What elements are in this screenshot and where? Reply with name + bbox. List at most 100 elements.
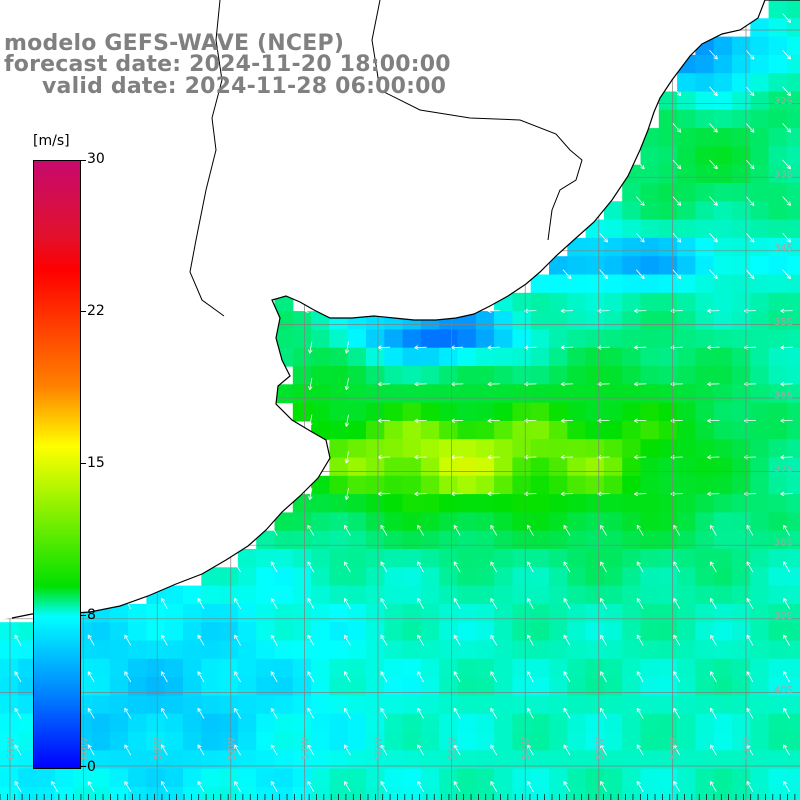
wind-speed-cell <box>274 658 294 678</box>
wind-speed-cell <box>512 677 532 696</box>
wind-speed-cell <box>512 311 532 330</box>
wind-speed-cell <box>530 347 550 367</box>
wind-arrow <box>782 123 791 133</box>
wind-speed-cell <box>457 439 477 459</box>
wind-speed-cell <box>366 329 385 349</box>
wind-speed-cell <box>366 603 385 623</box>
wind-arrow <box>380 561 388 573</box>
wind-arrow <box>673 634 681 646</box>
wind-speed-cell <box>366 750 385 770</box>
wind-speed-cell <box>457 786 477 800</box>
wind-speed-cell <box>402 786 422 800</box>
wind-speed-cell <box>677 128 696 147</box>
wind-speed-cell <box>768 201 788 221</box>
wind-arrow <box>597 381 610 387</box>
wind-arrow <box>308 414 313 427</box>
wind-speed-cell <box>512 658 532 678</box>
wind-arrow <box>600 744 607 756</box>
wind-speed-cell <box>329 530 349 550</box>
wind-arrow <box>377 491 391 497</box>
wind-speed-cell <box>585 768 605 788</box>
wind-speed-cell <box>603 585 623 605</box>
wind-speed-cell <box>786 384 800 404</box>
wind-speed-cell <box>347 750 367 770</box>
wind-speed-cell <box>695 567 715 587</box>
wind-arrow <box>746 744 754 756</box>
wind-arrow <box>600 707 607 719</box>
wind-speed-cell <box>54 768 74 788</box>
wind-speed-cell <box>585 292 605 312</box>
wind-speed-cell <box>677 91 696 111</box>
wind-arrow <box>344 451 350 464</box>
wind-speed-cell <box>439 439 459 459</box>
wind-speed-cell <box>640 201 660 221</box>
wind-speed-cell <box>622 420 642 440</box>
wind-arrow <box>308 378 313 391</box>
wind-speed-cell <box>750 585 770 605</box>
wind-speed-cell <box>640 549 660 568</box>
wind-speed-cell <box>585 274 605 294</box>
wind-arrow <box>14 707 22 719</box>
wind-speed-cell <box>622 329 642 349</box>
wind-speed-cell <box>622 713 642 733</box>
wind-arrow <box>635 196 645 206</box>
wind-speed-cell <box>512 549 532 568</box>
wind-speed-cell <box>219 768 239 788</box>
wind-speed-cell <box>585 622 605 642</box>
wind-speed-cell <box>768 640 788 660</box>
wind-speed-cell <box>732 640 751 660</box>
wind-speed-cell <box>640 311 660 330</box>
wind-arrow <box>197 598 205 609</box>
wind-speed-cell <box>713 750 733 770</box>
wind-speed-cell <box>366 622 385 642</box>
wind-speed-cell <box>164 768 184 788</box>
wind-speed-cell <box>750 292 770 312</box>
wind-arrow <box>710 634 717 646</box>
wind-speed-cell <box>677 530 696 550</box>
wind-speed-cell <box>713 786 733 800</box>
lon-label: 54W <box>521 737 532 760</box>
wind-speed-cell <box>786 237 800 257</box>
wind-arrow <box>487 345 500 350</box>
wind-speed-cell <box>384 475 404 495</box>
wind-speed-cell <box>549 311 568 330</box>
wind-speed-cell <box>585 713 605 733</box>
wind-speed-cell <box>713 164 733 184</box>
wind-speed-cell <box>603 768 623 788</box>
wind-speed-cell <box>530 475 550 495</box>
wind-arrow <box>673 524 681 536</box>
wind-speed-cell <box>658 475 678 495</box>
wind-speed-cell <box>768 750 788 770</box>
wind-speed-cell <box>494 622 513 642</box>
wind-arrow <box>672 86 682 97</box>
wind-speed-cell <box>530 622 550 642</box>
wind-speed-cell <box>603 366 623 385</box>
lon-label: 53W <box>595 737 606 760</box>
wind-speed-cell <box>786 183 800 202</box>
wind-speed-cell <box>695 713 715 733</box>
wind-speed-cell <box>622 384 642 404</box>
wind-speed-cell <box>347 786 367 800</box>
wind-speed-cell <box>732 237 751 257</box>
wind-speed-cell <box>420 475 440 495</box>
wind-speed-cell <box>457 567 477 587</box>
wind-speed-cell <box>658 750 678 770</box>
wind-speed-cell <box>549 512 568 532</box>
wind-arrow <box>782 269 791 280</box>
wind-speed-cell <box>329 567 349 587</box>
wind-speed-cell <box>402 640 422 660</box>
wind-speed-cell <box>128 713 147 733</box>
wind-speed-cell <box>18 695 38 715</box>
wind-speed-cell <box>530 530 550 550</box>
wind-speed-cell <box>384 768 404 788</box>
wind-speed-cell <box>713 183 733 202</box>
wind-arrow <box>380 634 388 646</box>
wind-speed-cell <box>18 732 38 751</box>
wind-speed-cell <box>713 549 733 568</box>
wind-speed-cell <box>36 786 56 800</box>
wind-speed-cell <box>640 677 660 696</box>
wind-speed-cell <box>603 256 623 276</box>
wind-speed-cell <box>420 695 440 715</box>
wind-arrow <box>560 345 574 350</box>
wind-speed-cell <box>732 786 751 800</box>
